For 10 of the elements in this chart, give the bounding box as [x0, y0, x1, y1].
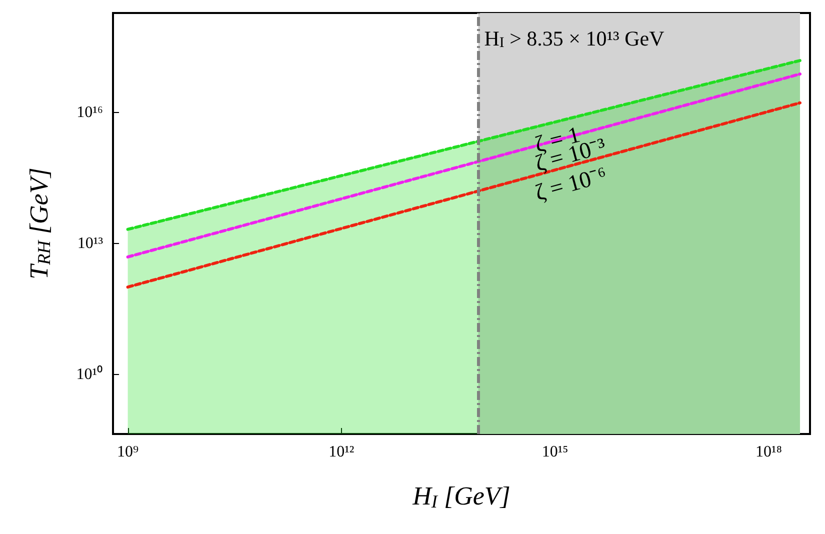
x-tick-label: 10¹² [328, 444, 354, 460]
x-tick-label: 10¹⁵ [542, 444, 568, 460]
x-tick-label: 10⁹ [116, 444, 139, 460]
y-tick-label: 10¹⁰ [76, 364, 103, 383]
x-tick-label: 10¹⁸ [756, 444, 782, 460]
band-label: HI > 8.35 × 10¹³ GeV [484, 26, 664, 51]
x-axis-title: HI [GeV] [412, 482, 510, 512]
y-axis-title: TRH [GeV] [24, 168, 54, 280]
y-tick-label: 10¹⁶ [76, 104, 103, 121]
y-tick-label: 10¹³ [77, 234, 104, 252]
